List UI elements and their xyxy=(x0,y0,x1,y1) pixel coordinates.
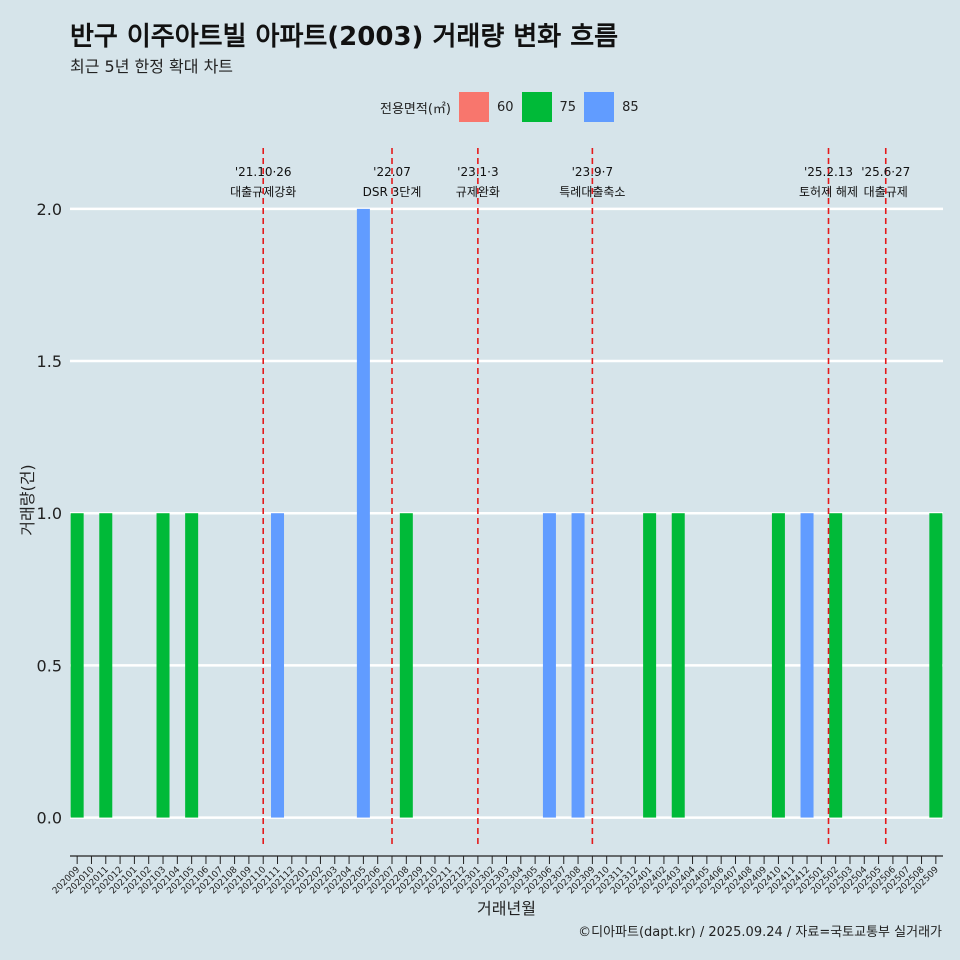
bar-202105 xyxy=(185,513,199,818)
y-tick-label: 0.5 xyxy=(37,656,62,675)
annotation-date: '25.6·27 xyxy=(861,165,910,179)
chart-title: 반구 이주아트빌 아파트(2003) 거래량 변화 흐름 xyxy=(70,22,619,52)
legend-label-85: 85 xyxy=(622,99,639,115)
bar-202412 xyxy=(800,513,814,818)
x-axis-title: 거래년월 xyxy=(477,899,536,918)
bar-202403 xyxy=(671,513,685,818)
bar-202306 xyxy=(542,513,556,818)
annotation-date: '22.07 xyxy=(373,165,411,179)
bar-202009 xyxy=(70,513,84,818)
bar-202103 xyxy=(156,513,170,818)
legend-item-85: 85 xyxy=(584,92,639,122)
bar-202509 xyxy=(929,513,943,818)
annotation-label: 토허제 해제 xyxy=(799,185,858,199)
legend-swatch-75 xyxy=(521,92,552,122)
annotation-date: '23.9·7 xyxy=(572,165,613,179)
annotation-date: '25.2.13 xyxy=(804,165,853,179)
legend-swatch-85 xyxy=(584,92,615,122)
bar-202111 xyxy=(271,513,285,818)
bar-202011 xyxy=(99,513,113,818)
annotation-date: '23.1·3 xyxy=(457,165,498,179)
legend-item-75: 75 xyxy=(521,92,577,122)
y-tick-label: 2.0 xyxy=(37,200,62,219)
bar-202410 xyxy=(771,513,785,818)
bar-202502 xyxy=(829,513,843,818)
chart-caption: ©디아파트(dapt.kr) / 2025.09.24 / 자료=국토교통부 실… xyxy=(578,925,942,940)
bar-202208 xyxy=(399,513,413,818)
legend: 전용면적(㎡) 60 75 85 xyxy=(380,92,647,122)
annotation-label: 대출규제강화 xyxy=(230,185,296,199)
y-axis-title: 거래량(건) xyxy=(18,464,37,535)
annotation-label: 특례대출축소 xyxy=(559,185,625,199)
bar-202401 xyxy=(643,513,657,818)
legend-item-60: 60 xyxy=(458,92,514,122)
bar-202308 xyxy=(571,513,585,818)
annotation-label: 대출규제 xyxy=(864,185,908,199)
legend-label-60: 60 xyxy=(496,99,514,115)
chart-subtitle: 최근 5년 한정 확대 차트 xyxy=(70,57,234,76)
legend-label-75: 75 xyxy=(559,99,577,115)
annotation-label: 규제완화 xyxy=(456,185,500,199)
legend-title: 전용면적(㎡) xyxy=(380,101,451,117)
annotation-label: DSR 3단계 xyxy=(363,185,422,199)
annotation-date: '21.10·26 xyxy=(235,165,292,179)
y-tick-label: 0.0 xyxy=(37,809,62,828)
bar-202205 xyxy=(356,208,370,818)
legend-swatch-60 xyxy=(458,92,489,122)
y-tick-label: 1.0 xyxy=(37,504,62,523)
y-tick-label: 1.5 xyxy=(37,352,62,371)
